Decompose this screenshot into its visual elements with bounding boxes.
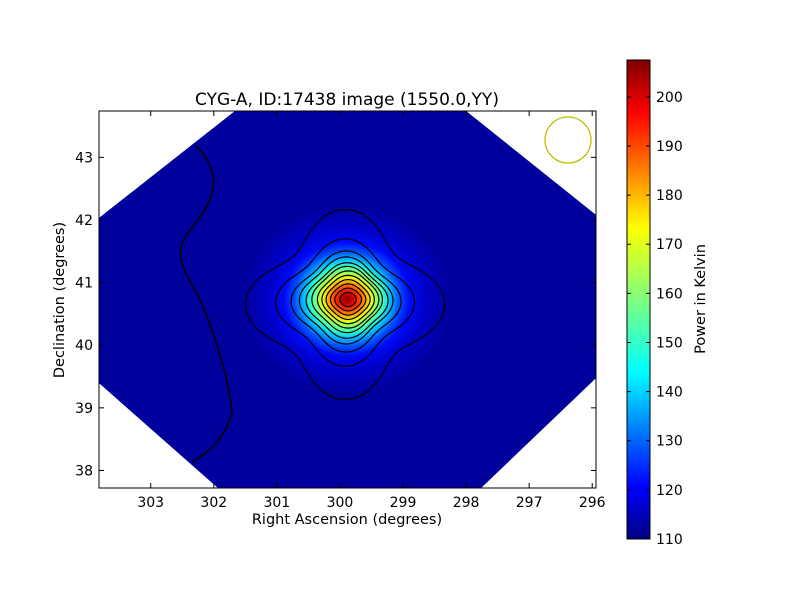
colorbar-tick-label: 130 (656, 434, 683, 450)
colorbar-tick-label: 160 (656, 286, 683, 302)
contour-line (339, 291, 357, 308)
contour-line (244, 208, 446, 401)
colorbar-tick-label: 170 (656, 237, 683, 253)
colorbar-gradient (626, 59, 651, 540)
contour-line (275, 238, 416, 367)
contour-line (329, 283, 367, 316)
colorbar: 110 120 130 140 150 160 170 180 190 200 Power in … (626, 59, 709, 548)
heatmap (99, 111, 596, 488)
colorbar-label: Power in Kelvin (693, 244, 709, 354)
y-axis: 38 39 40 41 42 43 (75, 150, 596, 479)
y-tick-label: 40 (75, 338, 93, 354)
source-contours (244, 208, 446, 401)
heatmap-source-glow (99, 111, 596, 488)
x-tick-label: 300 (327, 495, 354, 511)
x-tick-label: 299 (390, 495, 417, 511)
contour-line (325, 278, 371, 321)
colorbar-tick-label: 190 (656, 139, 683, 155)
colorbar-tick-label: 120 (656, 483, 683, 499)
contour-line (298, 256, 394, 345)
contour-line (305, 262, 389, 339)
x-tick-label: 296 (579, 495, 606, 511)
y-tick-label: 42 (75, 213, 93, 229)
y-tick-label: 38 (75, 463, 93, 479)
x-tick-label: 301 (263, 495, 290, 511)
contour-line (311, 265, 384, 334)
x-axis: 303 302 301 300 299 298 297 296 (137, 111, 606, 511)
contour-line (321, 274, 376, 325)
colorbar-tick-label: 200 (656, 90, 683, 106)
y-tick-label: 43 (75, 150, 93, 166)
plot-frame (98, 110, 597, 489)
colorbar-tick-label: 110 (656, 532, 683, 548)
y-tick-label: 41 (75, 276, 93, 292)
x-tick-label: 297 (516, 495, 543, 511)
colorbar-tick-label: 180 (656, 188, 683, 204)
y-axis-label: Declination (degrees) (52, 222, 68, 378)
contour-left (179, 145, 233, 463)
colorbar-ticks: 110 120 130 140 150 160 170 180 190 200 (627, 90, 683, 548)
colorbar-tick-label: 140 (656, 385, 683, 401)
x-tick-label: 302 (200, 495, 227, 511)
x-axis-label: Right Ascension (degrees) (252, 512, 442, 528)
y-tick-label: 39 (75, 401, 93, 417)
colorbar-tick-label: 150 (656, 335, 683, 351)
chart-title: CYG-A, ID:17438 image (1550.0,YY) (195, 90, 499, 110)
contour-line (316, 270, 380, 329)
contour-line (334, 287, 363, 312)
x-tick-label: 303 (137, 495, 164, 511)
beam-marker (544, 116, 592, 164)
x-tick-label: 298 (453, 495, 480, 511)
contour-line (290, 250, 402, 353)
